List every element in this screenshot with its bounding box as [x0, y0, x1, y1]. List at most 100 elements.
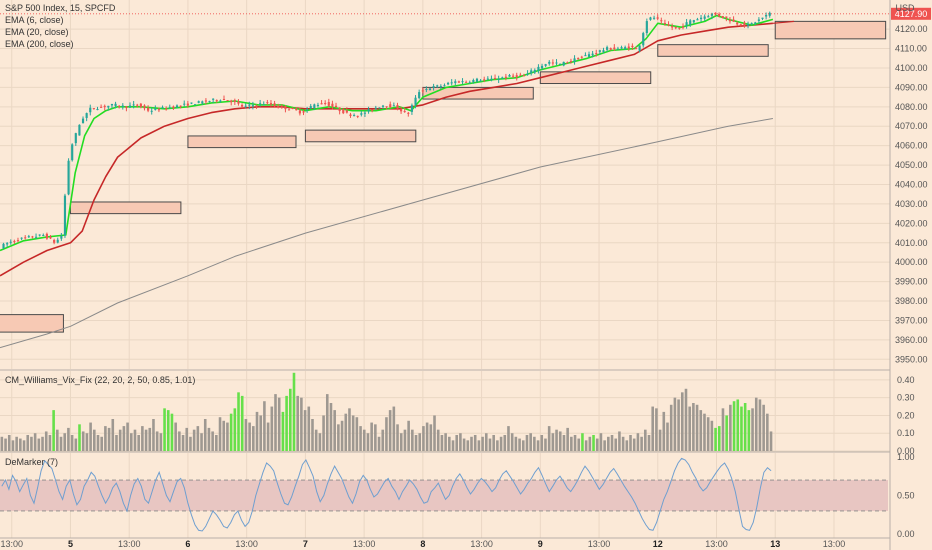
candle-body — [710, 13, 713, 16]
vix-bar — [137, 435, 140, 451]
vix-bar — [492, 435, 495, 451]
candle-body — [399, 109, 403, 112]
vix-bar — [666, 422, 669, 451]
vix-bar — [603, 440, 606, 451]
vix-bar — [758, 399, 762, 451]
candle-body — [634, 48, 638, 50]
candle-body — [721, 15, 724, 18]
candle-body — [606, 47, 609, 50]
candle-body — [649, 17, 652, 20]
vix-bar — [15, 436, 18, 451]
vix-bar — [481, 436, 484, 451]
vix-bar — [263, 401, 266, 451]
candle-body — [645, 21, 648, 34]
candle-body — [667, 24, 670, 26]
vix-bar — [203, 419, 207, 451]
vix-bar — [351, 415, 355, 451]
candle-body — [353, 115, 356, 117]
y-tick-label: 3980.00 — [895, 296, 928, 306]
candle-body — [624, 47, 627, 50]
candle-body — [515, 75, 518, 78]
vix-bar — [466, 440, 470, 451]
vix-bar — [425, 422, 429, 451]
candle-body — [313, 104, 316, 109]
ema20-line — [0, 22, 773, 277]
vix-bar — [192, 429, 196, 451]
vix-bar — [599, 433, 603, 451]
candle-body — [671, 26, 674, 28]
vix-bar — [729, 404, 732, 451]
ema200-line — [0, 118, 773, 349]
candle-body — [580, 56, 583, 58]
candle-body — [13, 240, 16, 242]
candle-body — [338, 107, 341, 112]
vix-bar — [26, 435, 30, 451]
candle-body — [436, 85, 439, 87]
candle-body — [750, 22, 753, 24]
vix-tick-label: 0.40 — [897, 375, 915, 385]
candle-body — [201, 101, 204, 104]
vix-pane — [0, 372, 773, 451]
vix-bar — [573, 435, 577, 451]
vix-bar — [222, 420, 226, 451]
candle-body — [450, 82, 453, 84]
candle-body — [262, 104, 265, 106]
vix-bar — [743, 403, 747, 451]
vix-bar — [259, 415, 263, 451]
candle-body — [501, 77, 504, 79]
candle-body — [74, 133, 77, 144]
zone-box — [304, 129, 417, 143]
candle-body — [425, 89, 428, 91]
vix-bar — [592, 435, 595, 451]
candle-body — [309, 106, 312, 109]
candle-body — [204, 100, 208, 102]
candle-body — [331, 103, 334, 107]
candle-body — [118, 105, 121, 107]
vix-bar — [577, 438, 581, 451]
candle-body — [2, 243, 5, 249]
vix-bar — [507, 426, 510, 451]
vix-bar — [155, 431, 159, 451]
vix-bar — [570, 436, 573, 451]
candle-body — [497, 78, 500, 80]
candle-body — [573, 58, 576, 62]
candle-body — [273, 103, 276, 107]
vix-bar — [237, 392, 240, 451]
candle-body — [707, 16, 710, 18]
candle-body — [754, 22, 757, 24]
vix-bar — [281, 411, 285, 451]
candle-body — [689, 20, 692, 25]
vix-bar — [4, 438, 7, 451]
vix-bar — [444, 433, 447, 451]
candle-body — [287, 109, 291, 111]
candle-body — [237, 101, 240, 104]
vix-bar — [651, 406, 654, 451]
candle-body — [602, 50, 605, 52]
candle-body — [222, 99, 226, 101]
candle-body — [486, 78, 489, 80]
vix-bar — [359, 426, 362, 451]
y-tick-label: 4030.00 — [895, 199, 928, 209]
vix-bar — [551, 433, 555, 451]
x-tick-label: 12 — [653, 539, 663, 549]
vix-tick-label: 0.10 — [897, 428, 915, 438]
candle-body — [269, 103, 273, 105]
candle-body — [371, 109, 374, 111]
vix-bar — [248, 422, 251, 451]
candle-body — [562, 61, 565, 66]
candle-body — [577, 58, 580, 60]
vix-bar — [159, 433, 163, 451]
vix-bar — [381, 429, 385, 451]
demarker-tick-label: 1.00 — [897, 452, 915, 462]
ema-layer — [0, 14, 795, 349]
vix-bar — [233, 408, 237, 451]
x-tick-label: 13:00 — [0, 539, 23, 549]
zones-layer — [0, 20, 887, 333]
vix-bar — [544, 438, 547, 451]
zone-box — [0, 314, 64, 333]
vix-bar — [407, 420, 410, 451]
candle-body — [251, 105, 254, 107]
y-tick-label: 4080.00 — [895, 102, 928, 112]
vix-bar — [252, 426, 255, 451]
vix-bar — [496, 440, 499, 451]
